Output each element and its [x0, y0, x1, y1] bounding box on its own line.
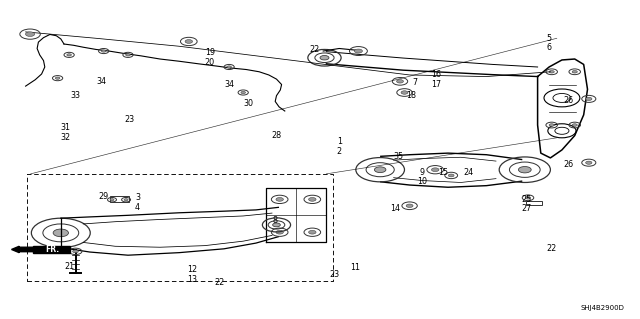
Text: 21: 21 — [64, 262, 74, 271]
Text: 11: 11 — [350, 263, 360, 272]
Circle shape — [572, 124, 577, 126]
Text: 24: 24 — [463, 168, 474, 177]
Text: 1: 1 — [337, 137, 342, 146]
Circle shape — [320, 56, 329, 60]
Text: 22: 22 — [547, 244, 557, 253]
Text: 28: 28 — [271, 131, 282, 140]
Bar — [110, 196, 129, 202]
Text: 33: 33 — [70, 91, 81, 100]
Text: 14: 14 — [390, 204, 401, 213]
Text: 17: 17 — [431, 80, 442, 89]
Text: 26: 26 — [563, 160, 573, 169]
Circle shape — [549, 70, 554, 73]
Circle shape — [549, 124, 554, 126]
Circle shape — [53, 229, 68, 237]
Circle shape — [55, 77, 60, 79]
Text: 8: 8 — [273, 216, 278, 225]
Bar — [33, 246, 70, 253]
Text: 32: 32 — [60, 133, 70, 142]
Circle shape — [431, 168, 439, 172]
Circle shape — [448, 174, 454, 177]
Circle shape — [586, 161, 592, 164]
Circle shape — [276, 230, 284, 234]
Text: 26: 26 — [563, 96, 573, 105]
Circle shape — [110, 199, 114, 201]
Circle shape — [101, 50, 106, 52]
Circle shape — [401, 91, 408, 94]
Circle shape — [355, 49, 362, 53]
Text: 16: 16 — [431, 70, 442, 79]
Text: 5: 5 — [547, 34, 552, 43]
Text: SHJ4B2900D: SHJ4B2900D — [580, 305, 624, 311]
Circle shape — [586, 97, 592, 100]
Text: 18: 18 — [406, 91, 417, 100]
Text: 15: 15 — [438, 168, 448, 177]
Circle shape — [241, 91, 246, 94]
Circle shape — [125, 54, 131, 56]
Text: 22: 22 — [214, 278, 225, 287]
Text: 19: 19 — [205, 48, 215, 57]
Text: 35: 35 — [393, 152, 403, 161]
Text: 23: 23 — [125, 115, 135, 124]
Circle shape — [227, 66, 232, 68]
Text: 30: 30 — [243, 99, 253, 108]
Bar — [526, 201, 542, 205]
Text: FR.: FR. — [45, 245, 59, 254]
Text: 13: 13 — [187, 275, 197, 284]
Circle shape — [518, 167, 531, 173]
Text: 7: 7 — [412, 78, 417, 87]
Text: 34: 34 — [224, 80, 234, 89]
Circle shape — [276, 197, 284, 201]
Circle shape — [273, 223, 280, 227]
Circle shape — [397, 80, 403, 83]
Text: 29: 29 — [99, 192, 109, 201]
Text: 20: 20 — [205, 58, 215, 67]
Circle shape — [26, 32, 35, 36]
Text: 27: 27 — [521, 204, 531, 213]
Text: 23: 23 — [329, 270, 339, 279]
Circle shape — [73, 250, 78, 253]
Circle shape — [525, 197, 531, 199]
Circle shape — [67, 54, 72, 56]
Text: 22: 22 — [310, 45, 320, 54]
Text: 10: 10 — [417, 177, 428, 186]
FancyArrow shape — [12, 246, 33, 253]
Text: 4: 4 — [135, 203, 140, 212]
Text: 25: 25 — [521, 195, 531, 204]
Circle shape — [308, 197, 316, 201]
Circle shape — [374, 167, 386, 173]
Text: 6: 6 — [547, 43, 552, 52]
Circle shape — [572, 70, 577, 73]
Text: 12: 12 — [187, 265, 197, 274]
Text: 34: 34 — [96, 77, 106, 86]
Circle shape — [185, 40, 193, 43]
Text: 3: 3 — [135, 193, 140, 202]
Text: 2: 2 — [337, 147, 342, 156]
Circle shape — [124, 199, 128, 201]
Circle shape — [406, 204, 413, 207]
Text: 9: 9 — [420, 168, 425, 177]
Text: 31: 31 — [60, 123, 70, 132]
Circle shape — [308, 230, 316, 234]
